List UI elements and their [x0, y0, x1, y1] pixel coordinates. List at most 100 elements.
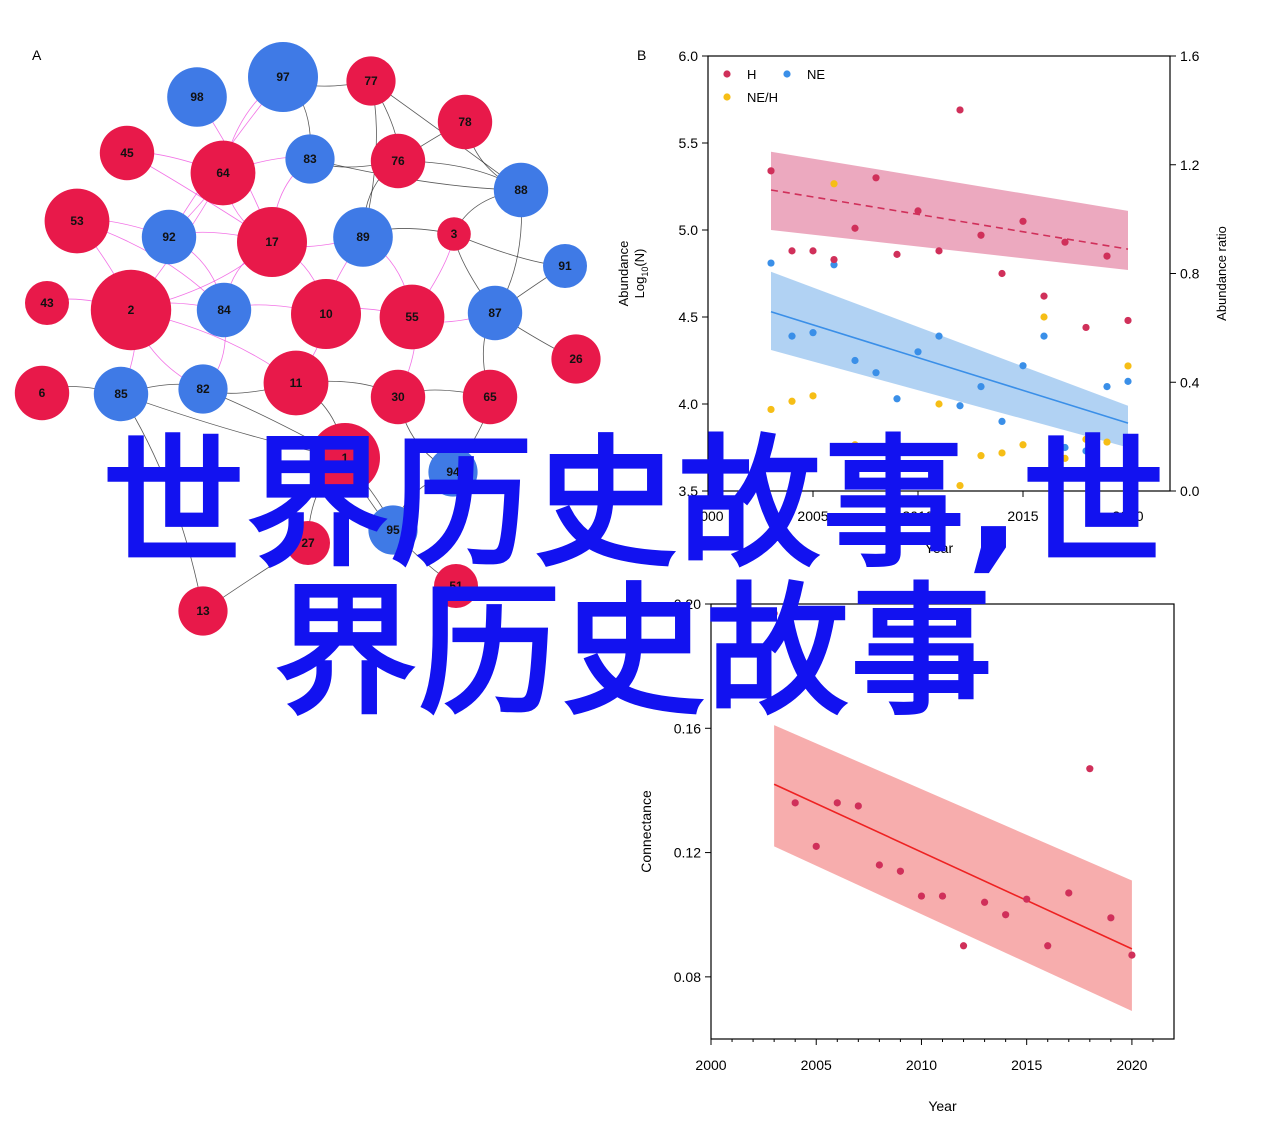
- connectance-confidence-band: [774, 725, 1132, 1012]
- connectance-point: [1128, 951, 1136, 959]
- connectance-point: [1065, 889, 1073, 897]
- connectance-point: [791, 799, 799, 807]
- network-node-label: 88: [514, 183, 528, 197]
- network-node: [190, 140, 256, 206]
- network-node-label: 85: [114, 387, 128, 401]
- network-node: [370, 369, 426, 425]
- network-node: [467, 285, 523, 341]
- y-axis-label: Connectance: [638, 790, 654, 873]
- network-node: [379, 284, 445, 350]
- neh-point: [809, 392, 817, 400]
- network-node: [167, 67, 227, 127]
- network-node-label: 13: [196, 604, 210, 618]
- connectance-point: [1023, 895, 1031, 903]
- network-node: [493, 162, 549, 218]
- x-tick-label: 2010: [906, 1057, 937, 1073]
- y-tick-label: 0.08: [674, 969, 701, 985]
- connectance-fit-line: [773, 783, 1133, 950]
- neh-point: [935, 400, 943, 408]
- network-node-label: 55: [405, 310, 419, 324]
- connectance-point: [812, 842, 820, 850]
- y-left-tick-label: 4.5: [679, 309, 699, 325]
- y-left-tick-label: 3.5: [679, 483, 699, 499]
- neh-point: [1124, 362, 1132, 370]
- network-node: [310, 423, 380, 493]
- network-node-label: 83: [303, 152, 317, 166]
- y-left-axis-label: AbundanceLog10(N): [616, 241, 650, 307]
- network-node-label: 11: [290, 376, 303, 390]
- h-point: [1019, 217, 1027, 225]
- ne-point: [872, 369, 880, 377]
- neh-point: [1082, 435, 1090, 443]
- ne-point: [977, 383, 985, 391]
- network-node-label: 82: [196, 382, 210, 396]
- network-node-label: 78: [458, 115, 472, 129]
- x-tick-label: 2020: [1116, 1057, 1147, 1073]
- network-node: [14, 365, 70, 421]
- y-left-tick-label: 5.0: [679, 222, 699, 238]
- network-node: [285, 134, 335, 184]
- h-point: [767, 167, 775, 175]
- connectance-point: [833, 799, 841, 807]
- network-node-label: 30: [391, 390, 405, 404]
- network-node: [333, 207, 393, 267]
- connectance-point: [980, 898, 989, 906]
- ne-point: [914, 348, 922, 356]
- neh-point: [914, 443, 922, 452]
- connectance-point: [875, 861, 883, 869]
- legend-label: NE: [807, 67, 825, 82]
- x-tick-label: 2015: [1007, 508, 1038, 524]
- x-tick-label: 2000: [695, 1057, 726, 1073]
- network-node: [434, 564, 478, 608]
- y-right-tick-label: 0.4: [1180, 374, 1200, 390]
- network-node: [286, 521, 330, 565]
- network-node-label: 97: [276, 70, 290, 84]
- h-point: [1040, 292, 1048, 300]
- ne-point: [998, 417, 1006, 425]
- connectance-point: [917, 892, 926, 900]
- network-node-label: 6: [39, 386, 46, 400]
- network-node: [25, 281, 69, 325]
- connectance-chart: 2000 2005 2010 2015 2020 0.08 0.12 0.16 0.20 Year…: [638, 596, 1175, 1114]
- x-tick-label: 2015: [1011, 1057, 1042, 1073]
- h-point: [998, 269, 1006, 278]
- y-right-tick-label: 1.6: [1180, 48, 1200, 64]
- connectance-point: [896, 867, 905, 875]
- ne-point: [788, 332, 796, 340]
- x-tick-label: 2005: [797, 508, 828, 524]
- network-node-label: 89: [356, 230, 370, 244]
- network-node-label: 53: [70, 214, 84, 228]
- network-node: [437, 94, 493, 150]
- connectance-point: [959, 942, 968, 950]
- network-node-label: 76: [391, 154, 405, 168]
- y-tick-label: 0.12: [674, 845, 701, 861]
- h-point: [935, 247, 943, 255]
- y-right-tick-label: 0.0: [1180, 483, 1200, 499]
- ne-point: [767, 259, 775, 267]
- y-tick-label: 0.16: [674, 720, 701, 736]
- ne-point: [1061, 443, 1069, 452]
- network-node: [248, 42, 318, 112]
- h-confidence-band: [771, 151, 1128, 271]
- network-node-label: 92: [162, 230, 176, 244]
- ne-point: [935, 332, 943, 340]
- h-point: [809, 247, 817, 255]
- network-node-label: 95: [386, 523, 400, 537]
- network-node-label: 94: [446, 465, 460, 479]
- connectance-point: [770, 609, 778, 617]
- ne-point: [893, 395, 901, 403]
- network-node-label: 1: [342, 451, 349, 465]
- h-fit-line: [770, 189, 1129, 250]
- network-node-label: 10: [319, 307, 333, 321]
- panel-b-label: B: [637, 47, 646, 63]
- neh-point: [788, 397, 796, 405]
- network-graph: 97 77 98 78 45 64 83 76 88 53 92 17 89 3 91 43 2 84 10 55 87…: [14, 42, 601, 636]
- network-node: [551, 334, 601, 384]
- neh-point: [830, 180, 838, 188]
- legend-marker: [723, 93, 731, 101]
- connectance-point: [1086, 765, 1094, 773]
- network-node-label: 84: [217, 303, 231, 317]
- network-node: [346, 56, 396, 106]
- network-node-label: 91: [558, 259, 572, 273]
- network-node: [543, 244, 587, 288]
